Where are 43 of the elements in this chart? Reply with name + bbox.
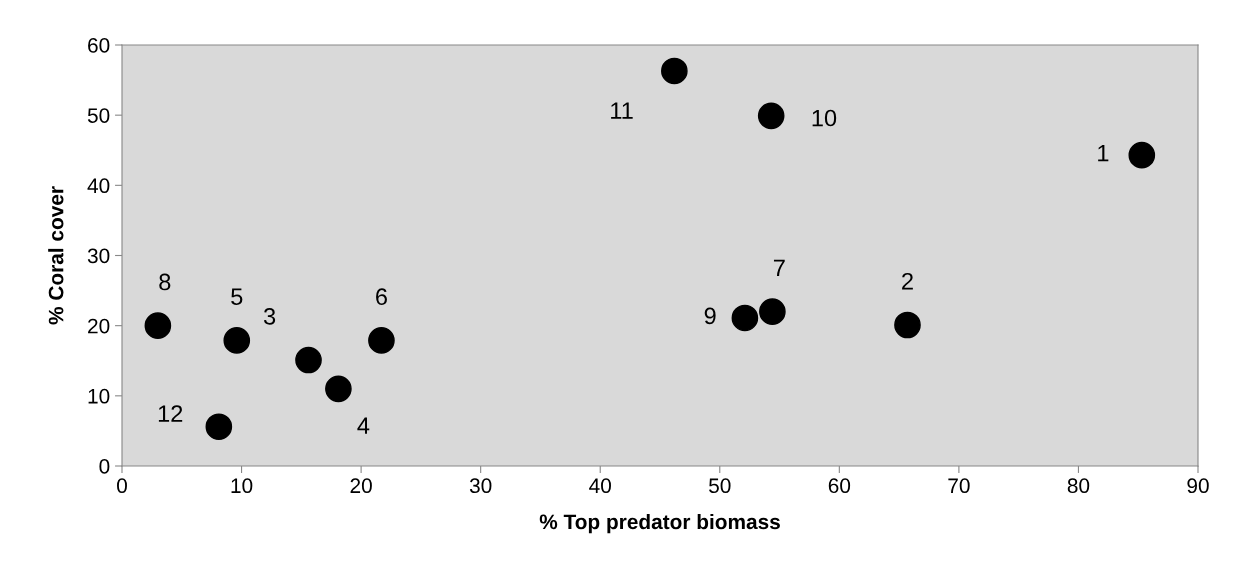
x-tick-label: 10 (231, 478, 253, 494)
y-tick-label: 50 (87, 108, 110, 123)
x-tick-label: 70 (948, 478, 970, 494)
x-tick-label: 50 (709, 478, 731, 494)
y-tick-label: 40 (87, 178, 110, 194)
annotation: 6 (376, 288, 387, 306)
x-tick-label: 30 (469, 478, 492, 494)
annotation: 4 (357, 417, 370, 434)
x-axis-title: % Top predator biomass (539, 513, 780, 534)
point (368, 327, 395, 354)
point (661, 57, 688, 85)
point (144, 312, 172, 339)
annotation: 8 (159, 273, 171, 291)
x-tick-label: 40 (589, 478, 611, 494)
point (205, 413, 233, 441)
point (223, 327, 251, 354)
annotation: 9 (704, 307, 716, 325)
y-tick-label: 10 (88, 388, 110, 404)
annotation: 7 (773, 259, 785, 277)
x-tick-label: 20 (350, 478, 372, 494)
x-tick-label: 80 (1067, 478, 1090, 494)
annotation: 10 (812, 109, 837, 127)
y-tick-label: 30 (87, 248, 110, 264)
x-tick-label: 60 (828, 478, 851, 494)
x-tick-label: 90 (1187, 478, 1209, 494)
annotation: 12 (158, 405, 183, 422)
annotation: 5 (231, 288, 243, 306)
point (325, 375, 352, 403)
annotation: 1 (1098, 145, 1109, 162)
y-tick-label: 60 (88, 38, 110, 53)
y-tick-label: 0 (99, 459, 110, 474)
y-tick-label: 20 (88, 318, 110, 334)
point (295, 346, 322, 374)
y-axis-title: % Coral cover (48, 186, 64, 325)
point (894, 311, 921, 339)
point (757, 102, 785, 130)
annotation: 11 (611, 102, 633, 119)
annotation: 3 (263, 308, 276, 325)
annotation: 2 (902, 272, 913, 290)
point (731, 304, 759, 332)
point (759, 298, 786, 325)
x-tick-label: 0 (117, 478, 127, 494)
point (1128, 141, 1156, 169)
